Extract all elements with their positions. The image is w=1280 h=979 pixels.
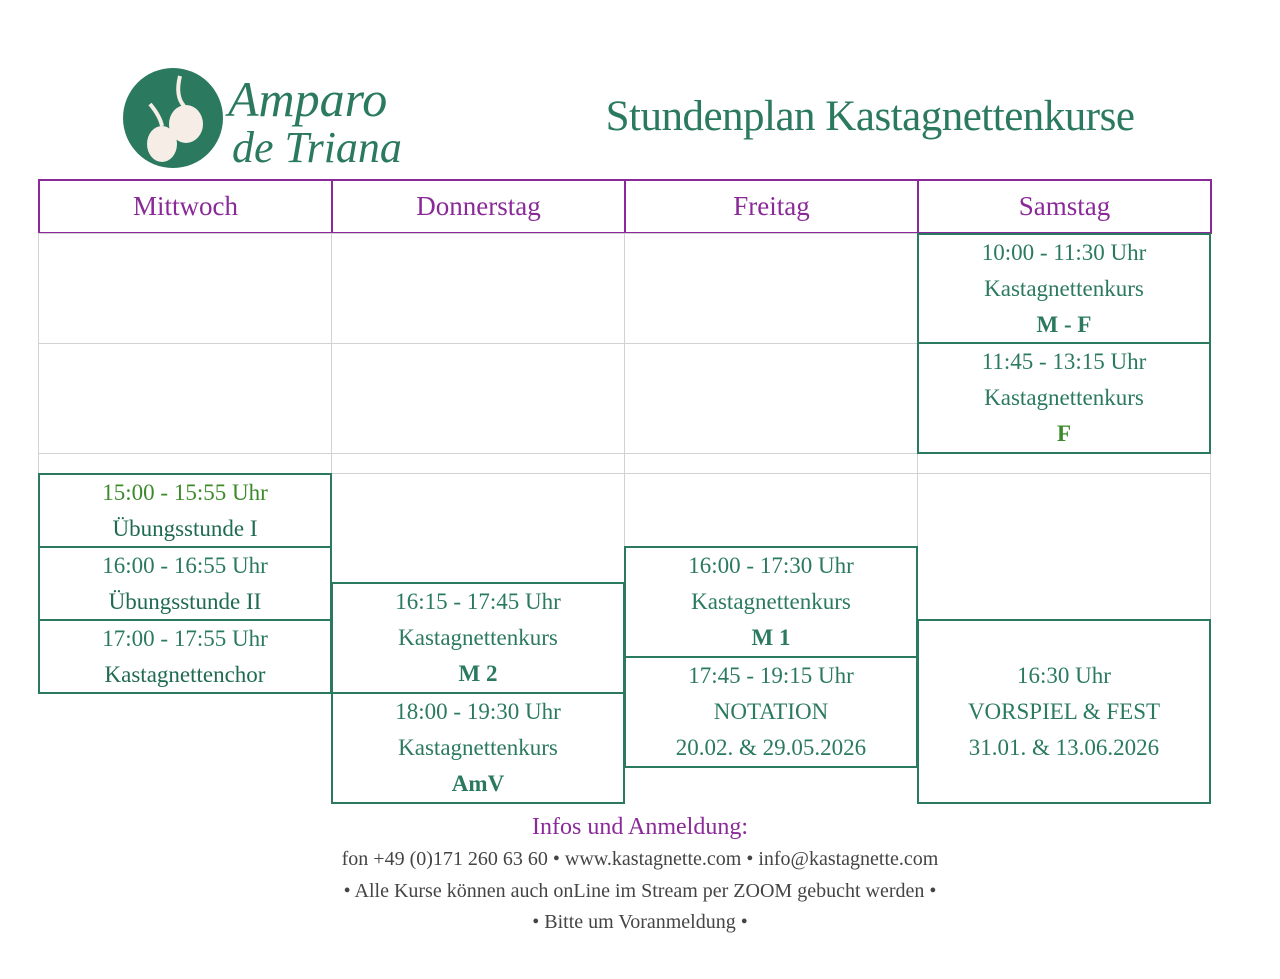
footer-request: • Bitte um Voranmeldung •	[532, 911, 748, 933]
empty-cell	[624, 473, 918, 548]
header-donnerstag: Donnerstag	[331, 179, 626, 234]
class-time: 15:00 - 15:55 Uhr	[102, 479, 268, 505]
class-name: Kastagnettenkurs	[984, 385, 1144, 410]
header-samstag: Samstag	[917, 179, 1212, 234]
empty-cell	[331, 473, 625, 584]
empty-cell	[624, 233, 918, 344]
castanets-icon: Amparo de Triana	[123, 68, 402, 172]
class-sa-2: 11:45 - 13:15 Uhr Kastagnettenkurs F	[917, 342, 1211, 454]
class-fr-2: 17:45 - 19:15 Uhr NOTATION 20.02. & 29.0…	[624, 656, 918, 768]
class-name: Kastagnettenkurs	[691, 589, 851, 614]
class-time: 17:00 - 17:55 Uhr	[102, 625, 268, 651]
empty-cell	[38, 453, 332, 474]
class-name: Übungsstunde II	[108, 588, 262, 614]
class-dates: 31.01. & 13.06.2026	[968, 734, 1160, 760]
footer-note: • Alle Kurse können auch onLine im Strea…	[343, 880, 937, 902]
empty-cell	[917, 473, 1211, 621]
class-level: F	[1056, 421, 1072, 446]
class-time: 10:00 - 11:30 Uhr	[981, 239, 1147, 265]
class-name: VORSPIEL & FEST	[967, 698, 1161, 724]
class-name: Kastagnettenkurs	[398, 735, 558, 760]
empty-cell	[624, 453, 918, 474]
class-do-1: 16:15 - 17:45 Uhr Kastagnettenkurs M 2	[331, 582, 625, 694]
svg-text:de Triana: de Triana	[232, 123, 402, 172]
class-mi-1: 15:00 - 15:55 Uhr Übungsstunde I	[38, 473, 332, 548]
class-level: M 1	[751, 625, 791, 650]
class-level: M - F	[1036, 311, 1092, 337]
svg-text:Amparo: Amparo	[225, 71, 387, 127]
class-level: AmV	[451, 771, 505, 796]
class-dates: 20.02. & 29.05.2026	[675, 735, 867, 760]
class-name: Kastagnettenkurs	[398, 625, 558, 650]
footer-heading: Infos und Anmeldung:	[532, 814, 748, 840]
class-sa-1: 10:00 - 11:30 Uhr Kastagnettenkurs M - F	[917, 233, 1211, 344]
empty-cell	[331, 233, 625, 344]
class-fr-1: 16:00 - 17:30 Uhr Kastagnettenkurs M 1	[624, 546, 918, 658]
class-name: NOTATION	[713, 699, 829, 724]
header-mittwoch: Mittwoch	[38, 179, 333, 234]
empty-cell	[38, 233, 332, 344]
class-time: 18:00 - 19:30 Uhr	[395, 699, 561, 724]
empty-cell	[38, 343, 332, 454]
class-time: 16:00 - 16:55 Uhr	[102, 552, 268, 578]
empty-cell	[331, 453, 625, 474]
footer-contact: fon +49 (0)171 260 63 60 • www.kastagnet…	[341, 848, 939, 870]
class-time: 11:45 - 13:15 Uhr	[981, 349, 1147, 374]
logo: Amparo de Triana	[120, 66, 410, 172]
class-mi-3: 17:00 - 17:55 Uhr Kastagnettenchor	[38, 619, 332, 694]
class-name: Übungsstunde I	[112, 515, 258, 541]
empty-cell	[917, 453, 1211, 474]
header-freitag: Freitag	[624, 179, 919, 234]
class-time: 16:30 Uhr	[1017, 662, 1111, 688]
class-time: 16:15 - 17:45 Uhr	[395, 589, 561, 614]
class-mi-2: 16:00 - 16:55 Uhr Übungsstunde II	[38, 546, 332, 621]
empty-cell	[331, 343, 625, 454]
class-level: M 2	[458, 661, 498, 686]
class-name: Kastagnettenchor	[104, 661, 266, 687]
class-name: Kastagnettenkurs	[984, 275, 1144, 301]
page-title: Stundenplan Kastagnettenkurse	[605, 93, 1135, 140]
class-sa-3: 16:30 Uhr VORSPIEL & FEST 31.01. & 13.06…	[917, 619, 1211, 804]
class-time: 16:00 - 17:30 Uhr	[688, 553, 854, 578]
class-time: 17:45 - 19:15 Uhr	[688, 663, 854, 688]
class-do-2: 18:00 - 19:30 Uhr Kastagnettenkurs AmV	[331, 692, 625, 804]
empty-cell	[624, 343, 918, 454]
